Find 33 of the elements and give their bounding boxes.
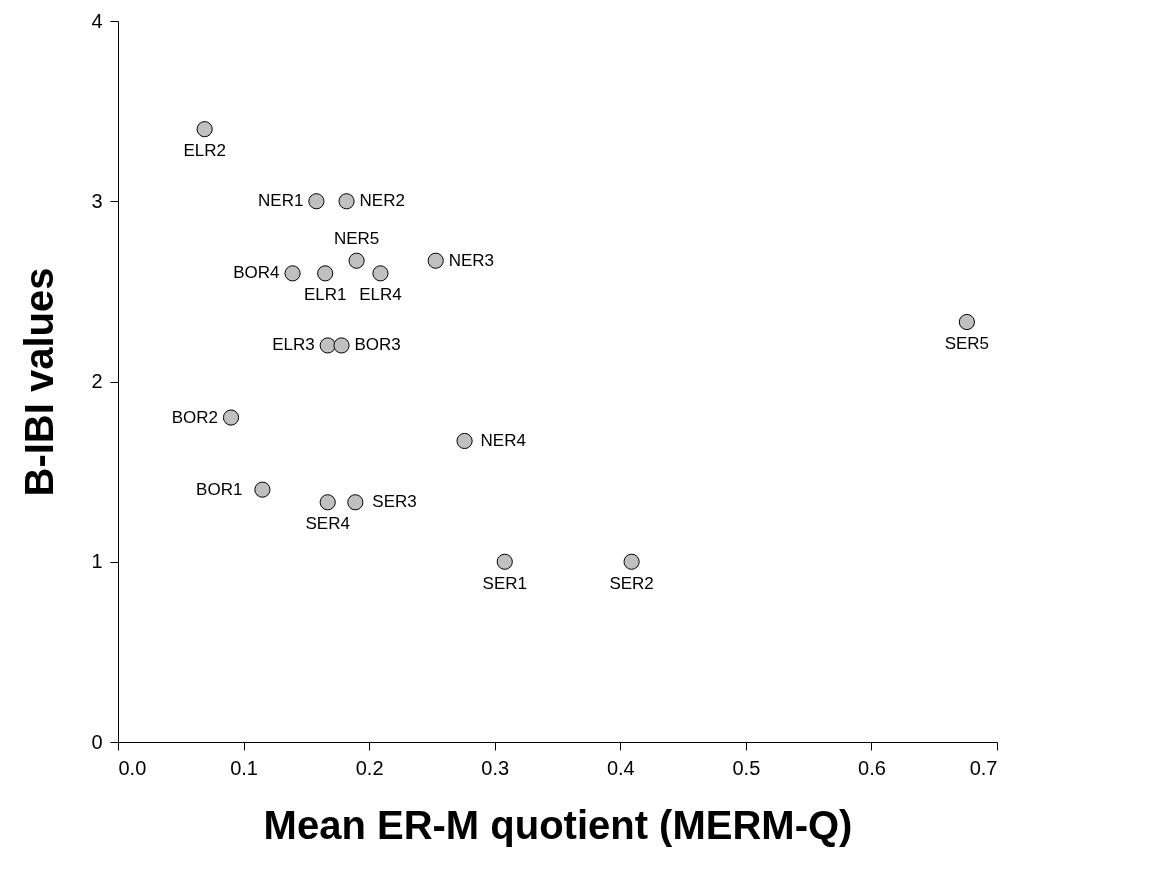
annotation: NER1 bbox=[258, 191, 304, 211]
x-axis-title: Mean ER-M quotient (MERM-Q) bbox=[263, 802, 853, 847]
annotation: NER5 bbox=[333, 228, 380, 248]
x-tick-label: 0.1 bbox=[230, 756, 258, 779]
x-tick-label: 0.0 bbox=[118, 756, 147, 779]
x-tick-label: 0.4 bbox=[606, 756, 635, 779]
y-tick-label: 2 bbox=[91, 370, 103, 392]
annotation: NER2 bbox=[359, 191, 405, 211]
x-tick-label: 0.7 bbox=[969, 756, 998, 779]
x-tick-label: 0.3 bbox=[481, 756, 510, 779]
y-tick-label: 3 bbox=[91, 189, 103, 212]
x-tick-label: 0.6 bbox=[858, 756, 886, 779]
y-tick-label: 0 bbox=[91, 730, 103, 753]
annotation: SER2 bbox=[609, 573, 654, 593]
annotation: SER3 bbox=[372, 492, 417, 512]
y-tick-label: 1 bbox=[91, 550, 103, 573]
annotation: BOR1 bbox=[196, 479, 243, 499]
annotation: ELR2 bbox=[183, 141, 226, 161]
annotation: SER1 bbox=[482, 573, 527, 593]
annotation: ELR3 bbox=[272, 335, 315, 355]
annotation: BOR2 bbox=[171, 407, 219, 427]
annotation: ELR1 bbox=[303, 285, 347, 305]
x-tick-label: 0.2 bbox=[355, 756, 384, 779]
annotation: NER3 bbox=[448, 250, 495, 270]
x-tick-label: 0.5 bbox=[732, 756, 761, 779]
annotation: BOR4 bbox=[233, 263, 280, 283]
annotation: ELR4 bbox=[359, 285, 402, 305]
annotation: SER4 bbox=[305, 514, 350, 534]
y-axis-title: B-IBI values bbox=[17, 267, 62, 497]
annotation: BOR3 bbox=[354, 335, 401, 355]
annotation: NER4 bbox=[480, 430, 526, 450]
annotation: SER5 bbox=[944, 334, 990, 354]
y-tick-label: 4 bbox=[91, 9, 103, 32]
